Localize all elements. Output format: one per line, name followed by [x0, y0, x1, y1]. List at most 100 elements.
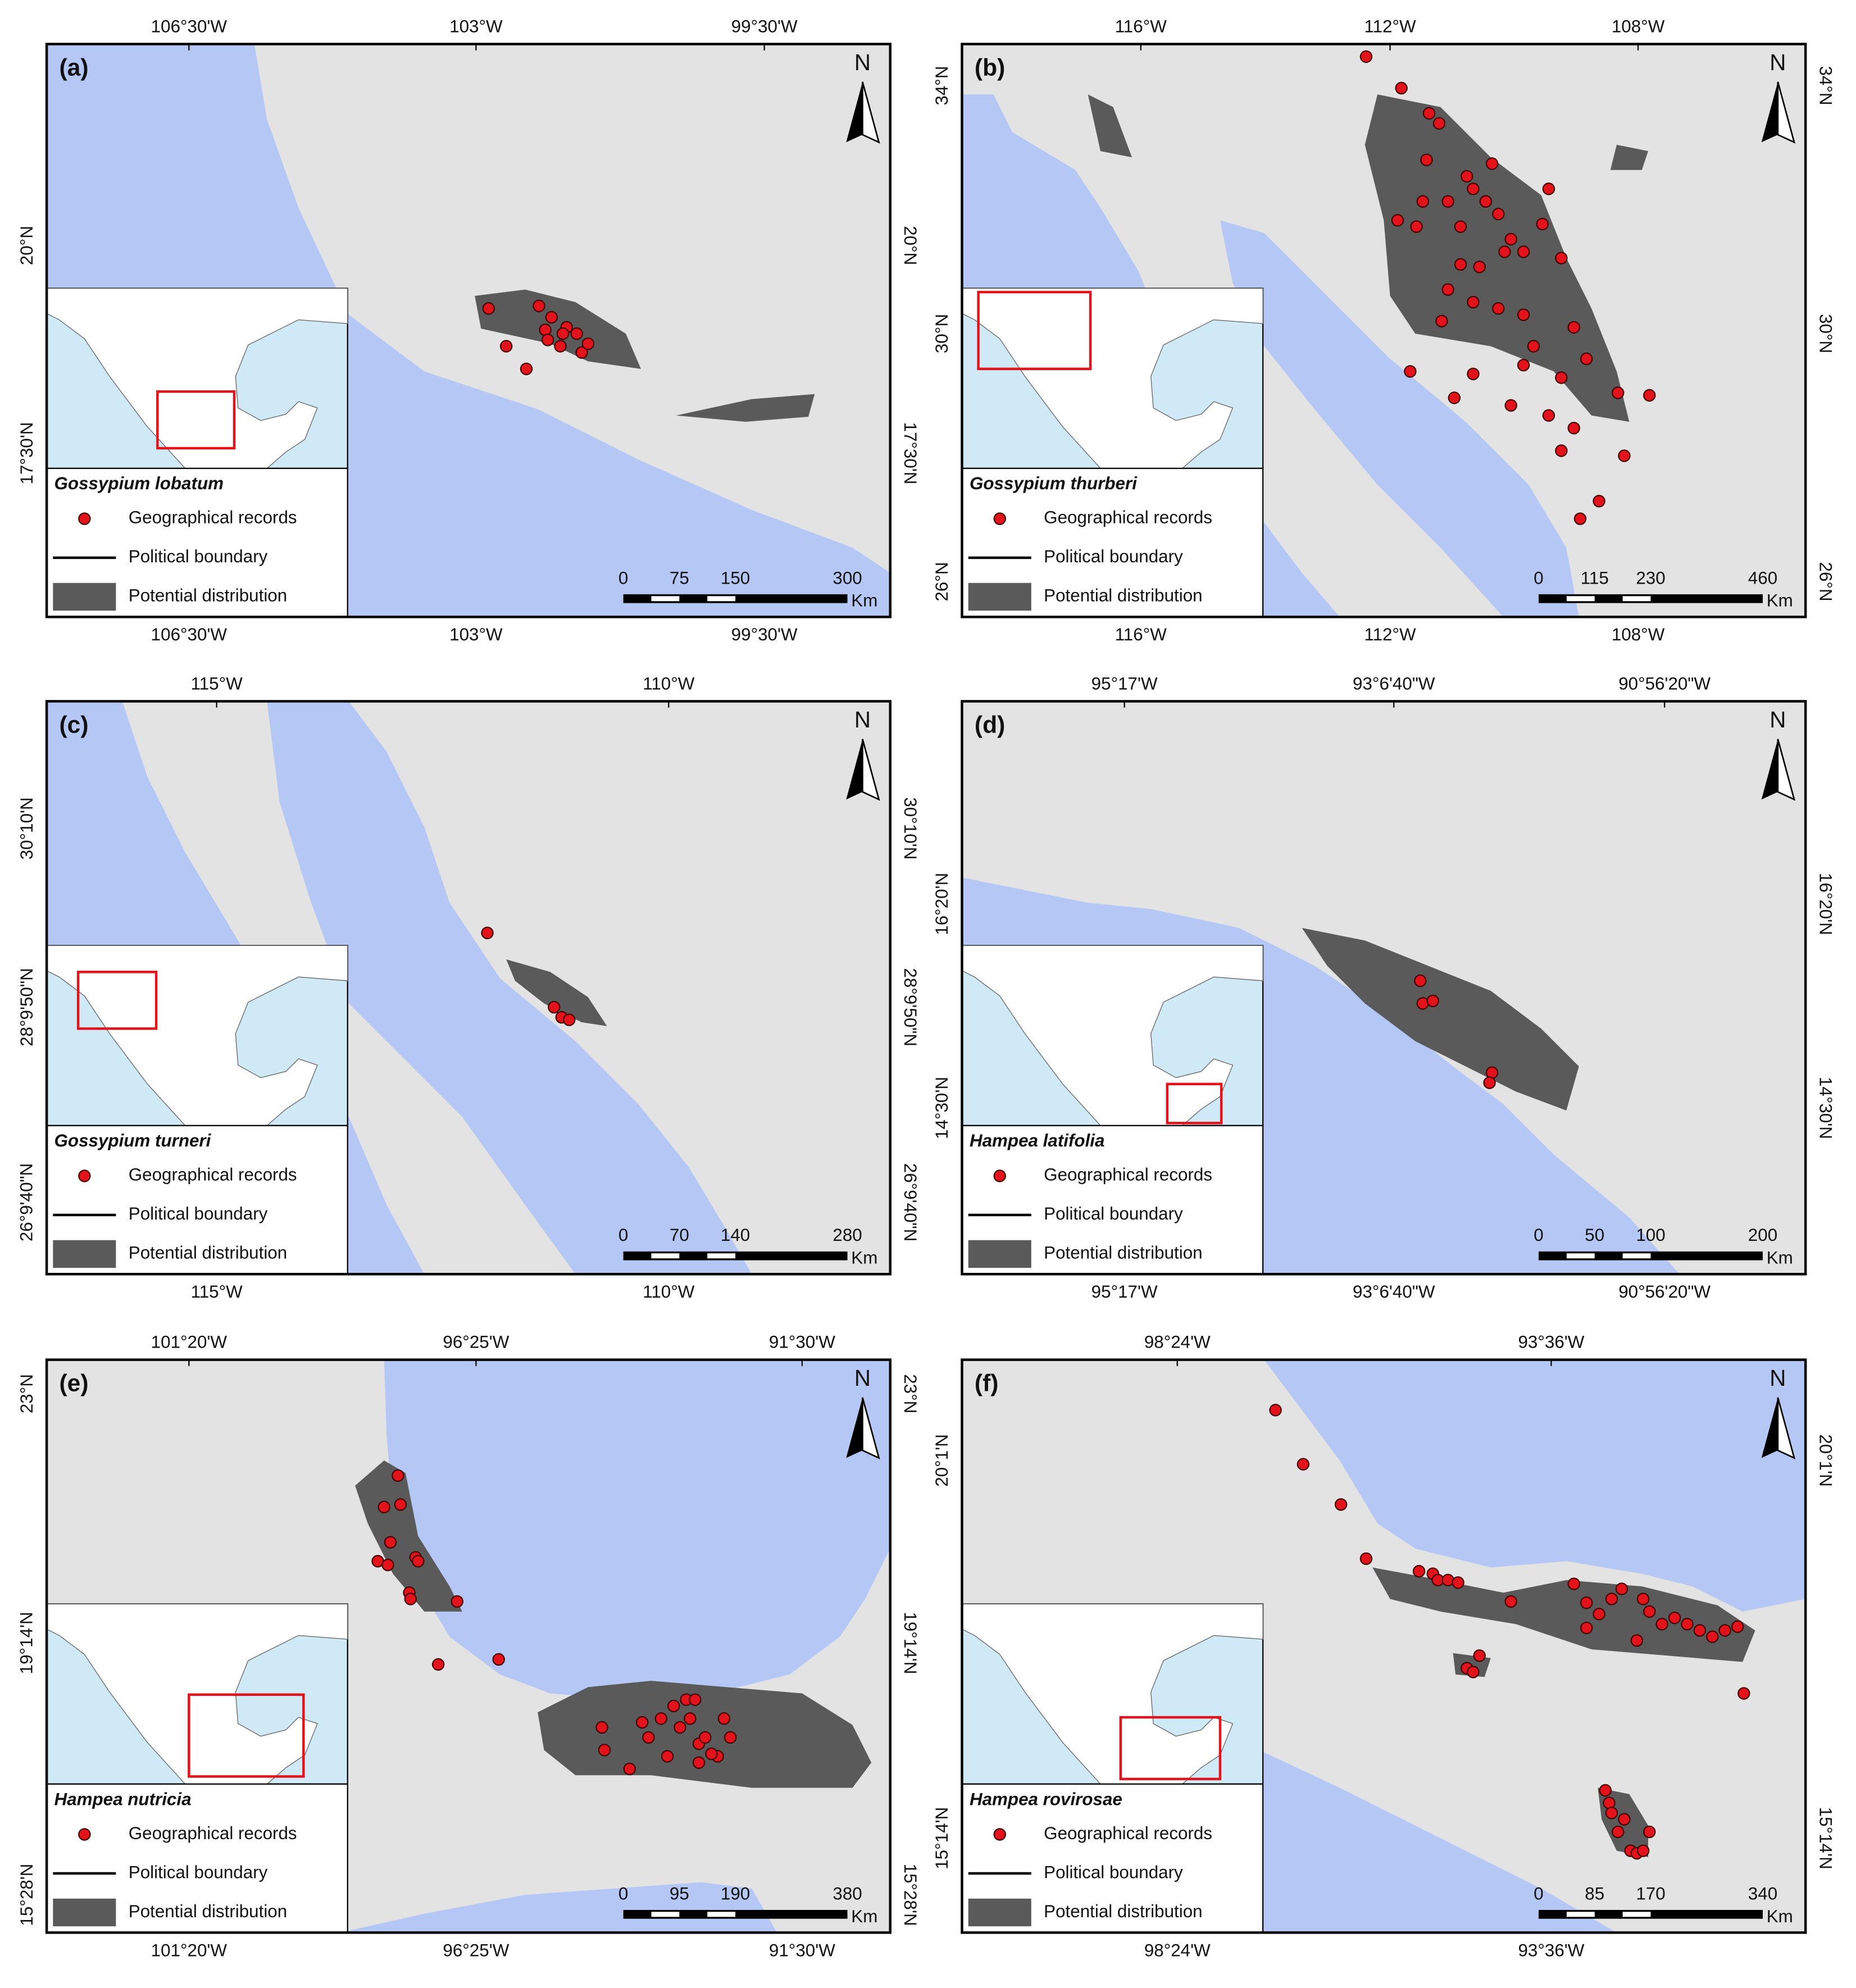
- x-coordinate-label: 108°W: [1612, 625, 1665, 644]
- record-point: [412, 1554, 425, 1568]
- legend-label: Political boundary: [129, 547, 268, 566]
- x-coordinate-label: 95°17'W: [1091, 1282, 1158, 1302]
- record-point: [1555, 444, 1568, 457]
- scale-label: 0: [1534, 1225, 1543, 1245]
- y-coordinate-label: 17°30'N: [17, 422, 37, 484]
- legend-species: Gossypium thurberi: [970, 474, 1138, 493]
- y-coordinate-label: 15°28'N: [17, 1864, 37, 1926]
- record-point: [1414, 974, 1427, 988]
- record-point: [1441, 195, 1454, 208]
- map-frame: [961, 1358, 1807, 1934]
- inset-extent: [1119, 1716, 1222, 1781]
- record-point: [1580, 1596, 1593, 1609]
- record-point: [1605, 1593, 1618, 1605]
- y-coordinate-label: 26°N: [932, 562, 952, 601]
- sea: [1220, 220, 1579, 617]
- record-point: [1467, 182, 1480, 195]
- record-point: [1636, 1593, 1650, 1605]
- record-point: [392, 1469, 404, 1482]
- record-point: [394, 1498, 407, 1511]
- y-coordinate-label: 34°N: [932, 66, 952, 105]
- scale-label: 340: [1748, 1884, 1777, 1903]
- scale-bar-segment: [1566, 1912, 1595, 1917]
- inset-land: [962, 945, 1263, 1126]
- x-coordinate-label: 93°36'W: [1518, 1940, 1584, 1960]
- record-point: [1643, 1605, 1656, 1618]
- record-point: [1454, 258, 1467, 271]
- record-point: [1441, 283, 1454, 296]
- record-point: [581, 337, 595, 351]
- y-coordinate-label: 15°14'N: [1816, 1807, 1836, 1869]
- legend-label: Geographical records: [129, 1823, 297, 1843]
- map-panel: [47, 701, 890, 1275]
- legend-label: Political boundary: [1044, 1204, 1183, 1223]
- y-coordinate-label: 14°30'N: [932, 1077, 952, 1139]
- record-point: [1643, 1825, 1656, 1839]
- record-point: [570, 327, 583, 340]
- panel-label: (e): [60, 1370, 89, 1397]
- record-point: [1612, 1825, 1625, 1839]
- record-point: [1504, 1595, 1517, 1608]
- scale-label: 140: [721, 1225, 750, 1245]
- record-point: [541, 333, 554, 347]
- potential-distribution: [1610, 144, 1649, 170]
- x-coordinate-label: 110°W: [643, 674, 695, 694]
- x-coordinate-label: 90°56'20"W: [1618, 1282, 1711, 1302]
- record-point: [1567, 1577, 1580, 1590]
- legend-label: Political boundary: [1044, 1862, 1183, 1882]
- record-point: [1655, 1618, 1668, 1631]
- record-point: [1504, 399, 1517, 412]
- record-point: [556, 327, 570, 340]
- legend-species: Gossypium turneri: [54, 1131, 212, 1150]
- record-point: [1580, 1621, 1593, 1635]
- x-coordinate-label: 115°W: [191, 674, 243, 694]
- record-point: [1573, 512, 1587, 525]
- inset-land: [962, 288, 1263, 469]
- x-coordinate-label: 110°W: [643, 1282, 695, 1302]
- y-coordinate-label: 26°N: [1816, 562, 1836, 601]
- legend-label: Geographical records: [1044, 508, 1212, 527]
- x-coordinate-label: 116°W: [1115, 17, 1167, 37]
- x-coordinate-label: 93°36'W: [1518, 1332, 1584, 1352]
- record-point: [492, 1653, 505, 1666]
- record-point: [1473, 1649, 1486, 1662]
- scale-label: 170: [1636, 1884, 1665, 1903]
- north-arrow: [1777, 81, 1796, 144]
- legend-label: Potential distribution: [1044, 1243, 1202, 1263]
- inset-extent: [76, 971, 158, 1030]
- legend-symbol: [968, 1898, 1031, 1927]
- legend-species: Gossypium lobatum: [54, 474, 224, 493]
- map-frame: [45, 700, 892, 1276]
- record-point: [1636, 1844, 1650, 1857]
- x-coordinate-label: 103°W: [449, 625, 503, 644]
- record-point: [1483, 1076, 1496, 1089]
- record-point: [1297, 1458, 1310, 1471]
- y-coordinate-label: 14°30'N: [1816, 1077, 1836, 1139]
- record-point: [1479, 195, 1493, 208]
- panel-label: (b): [975, 54, 1005, 81]
- record-point: [661, 1750, 674, 1763]
- record-point: [1448, 392, 1461, 404]
- potential-distribution: [1364, 94, 1630, 422]
- scale-label: 280: [833, 1225, 862, 1245]
- record-point: [1605, 1807, 1618, 1819]
- record-point: [1416, 195, 1430, 208]
- y-coordinate-label: 15°28'N: [900, 1864, 920, 1926]
- record-point: [1599, 1784, 1612, 1797]
- scale-label: 50: [1585, 1225, 1604, 1245]
- legend-species: Hampea latifolia: [970, 1131, 1105, 1150]
- x-coordinate-label: 99°30'W: [731, 625, 798, 644]
- y-coordinate-label: 19°14'N: [900, 1612, 920, 1674]
- scale-bar-segment: [707, 1253, 736, 1259]
- y-coordinate-label: 20°N: [17, 226, 37, 265]
- record-point: [1668, 1611, 1681, 1625]
- x-coordinate-label: 98°24'W: [1144, 1332, 1211, 1352]
- record-point: [1467, 295, 1480, 309]
- x-coordinate-label: 108°W: [1612, 17, 1665, 37]
- y-coordinate-label: 28°9'50"N: [17, 968, 37, 1047]
- x-coordinate-label: 101°20'W: [151, 1940, 228, 1960]
- y-coordinate-label: 30°N: [932, 314, 952, 353]
- y-coordinate-label: 26°9'40"N: [17, 1163, 37, 1242]
- record-point: [598, 1744, 611, 1757]
- y-coordinate-label: 30°N: [1816, 314, 1836, 353]
